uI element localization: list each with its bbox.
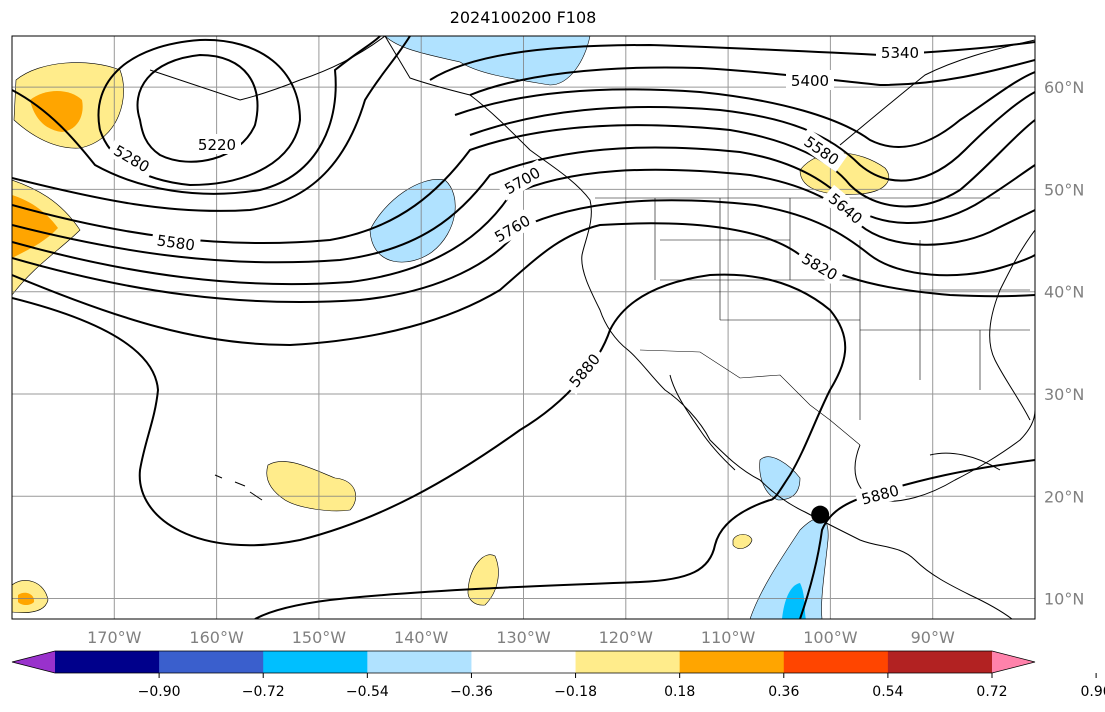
latitude-label: 60°N [1044,78,1084,97]
map-border [11,35,1036,620]
colorbar-tick-label: −0.90 [138,684,181,700]
colorbar-segment [471,651,577,673]
longitude-label: 160°W [189,628,244,647]
contour-5880-east [254,499,771,619]
coastline-aleutians [149,69,301,101]
contour-5400 [469,59,1035,96]
colorbar-tick-label: −0.36 [450,684,493,700]
colorbar-tick-label: 0.36 [768,684,799,700]
longitude-labels: 170°W 160°W 150°W 140°W 130°W 120°W 110°W 100°W… [87,628,955,647]
longitude-label: 150°W [292,628,347,647]
colorbar-segment [575,651,681,673]
contour-5340 [429,41,1035,81]
latitude-label: 40°N [1044,283,1084,302]
colorbar-tick-label: 0.18 [664,684,695,700]
colorbar-segment [159,651,264,673]
anomaly-negative-mexico-core [782,583,806,619]
contour-5820 [12,222,1035,347]
colorbar-tick-label: 0.72 [976,684,1007,700]
contour-5880-south [799,459,1035,619]
contour-5520 [469,91,1035,182]
latitude-label: 10°N [1044,590,1084,609]
contour-label: 5220 [193,134,241,154]
coastline-baja [669,374,736,471]
contour-label: 5580 [150,228,202,256]
colorbar-segment [679,651,785,673]
height-contours [12,36,1035,619]
svg-text:5580: 5580 [156,231,196,254]
contour-5220 [136,53,259,163]
contour-5340-nw [12,36,381,195]
contour-label: 5400 [786,70,834,90]
colorbar-segment [263,651,368,673]
latitude-label: 30°N [1044,385,1084,404]
latitude-label: 50°N [1044,180,1084,199]
contour-5700 [12,168,1035,286]
contour-5460 [454,71,1035,148]
svg-text:5340: 5340 [881,44,919,62]
svg-text:5220: 5220 [198,136,236,154]
coastline-north-america-west [384,36,1013,619]
colorbar-tick-label: −0.18 [554,684,597,700]
contour-nw-2 [12,36,411,212]
contour-5280 [97,38,302,187]
coastline-alaska [299,36,386,81]
anomaly-positive-south-pacific [467,554,499,606]
coastlines [149,36,1035,619]
coastline-hudson [839,39,1035,146]
colorbar-outline [11,650,1036,674]
contour-label: 5340 [876,42,924,62]
longitude-label: 90°W [911,628,955,647]
border-us-mexico [639,349,861,446]
latitude-label: 20°N [1044,487,1084,506]
longitude-label: 120°W [599,628,654,647]
anomaly-positive-hawaii [266,461,357,512]
colorbar [11,650,1036,674]
colorbar-segment [55,651,160,673]
colorbar-extend-low [12,651,55,673]
colorbar-segment [783,651,889,673]
anomaly-positive-aleutian-core [30,91,83,132]
colorbar-tick-label: 0.54 [872,684,903,700]
colorbar-tick-label: −0.72 [242,684,285,700]
colorbar-segment [887,651,993,673]
colorbar-labels: −0.90 −0.72 −0.54 −0.36 −0.18 0.18 0.36 0.54 0.7… [138,673,1105,700]
coastline-hawaii [214,474,263,501]
longitude-label: 100°W [803,628,858,647]
contour-5760 [12,199,1035,304]
storm-position-marker [811,505,830,524]
colorbar-tick-label: 0.90 [1081,684,1105,700]
anomaly-positive-small [732,534,753,549]
colorbar-extend-high [992,651,1035,673]
map-title: 2024100200 F108 [449,8,597,27]
contour-5640 [12,146,1035,264]
longitude-label: 140°W [394,628,449,647]
state-borders [595,197,1030,446]
longitude-label: 110°W [701,628,756,647]
svg-text:5400: 5400 [791,72,829,90]
anomaly-shading [12,36,890,619]
colorbar-segment [367,651,472,673]
state-lines [654,198,1030,420]
colorbar-tick-label: −0.54 [346,684,389,700]
longitude-label: 130°W [496,628,551,647]
longitude-label: 170°W [87,628,142,647]
gridlines [12,36,1035,619]
anomaly-positive-west-edge-core [12,195,58,258]
anomaly-negative-north [384,36,591,86]
contour-5580 [12,119,1035,245]
coastline-gulf [854,409,1035,502]
latitude-labels: 10°N 20°N 30°N 40°N 50°N 60°N [1044,78,1084,608]
coastline-atlantic [989,229,1035,421]
